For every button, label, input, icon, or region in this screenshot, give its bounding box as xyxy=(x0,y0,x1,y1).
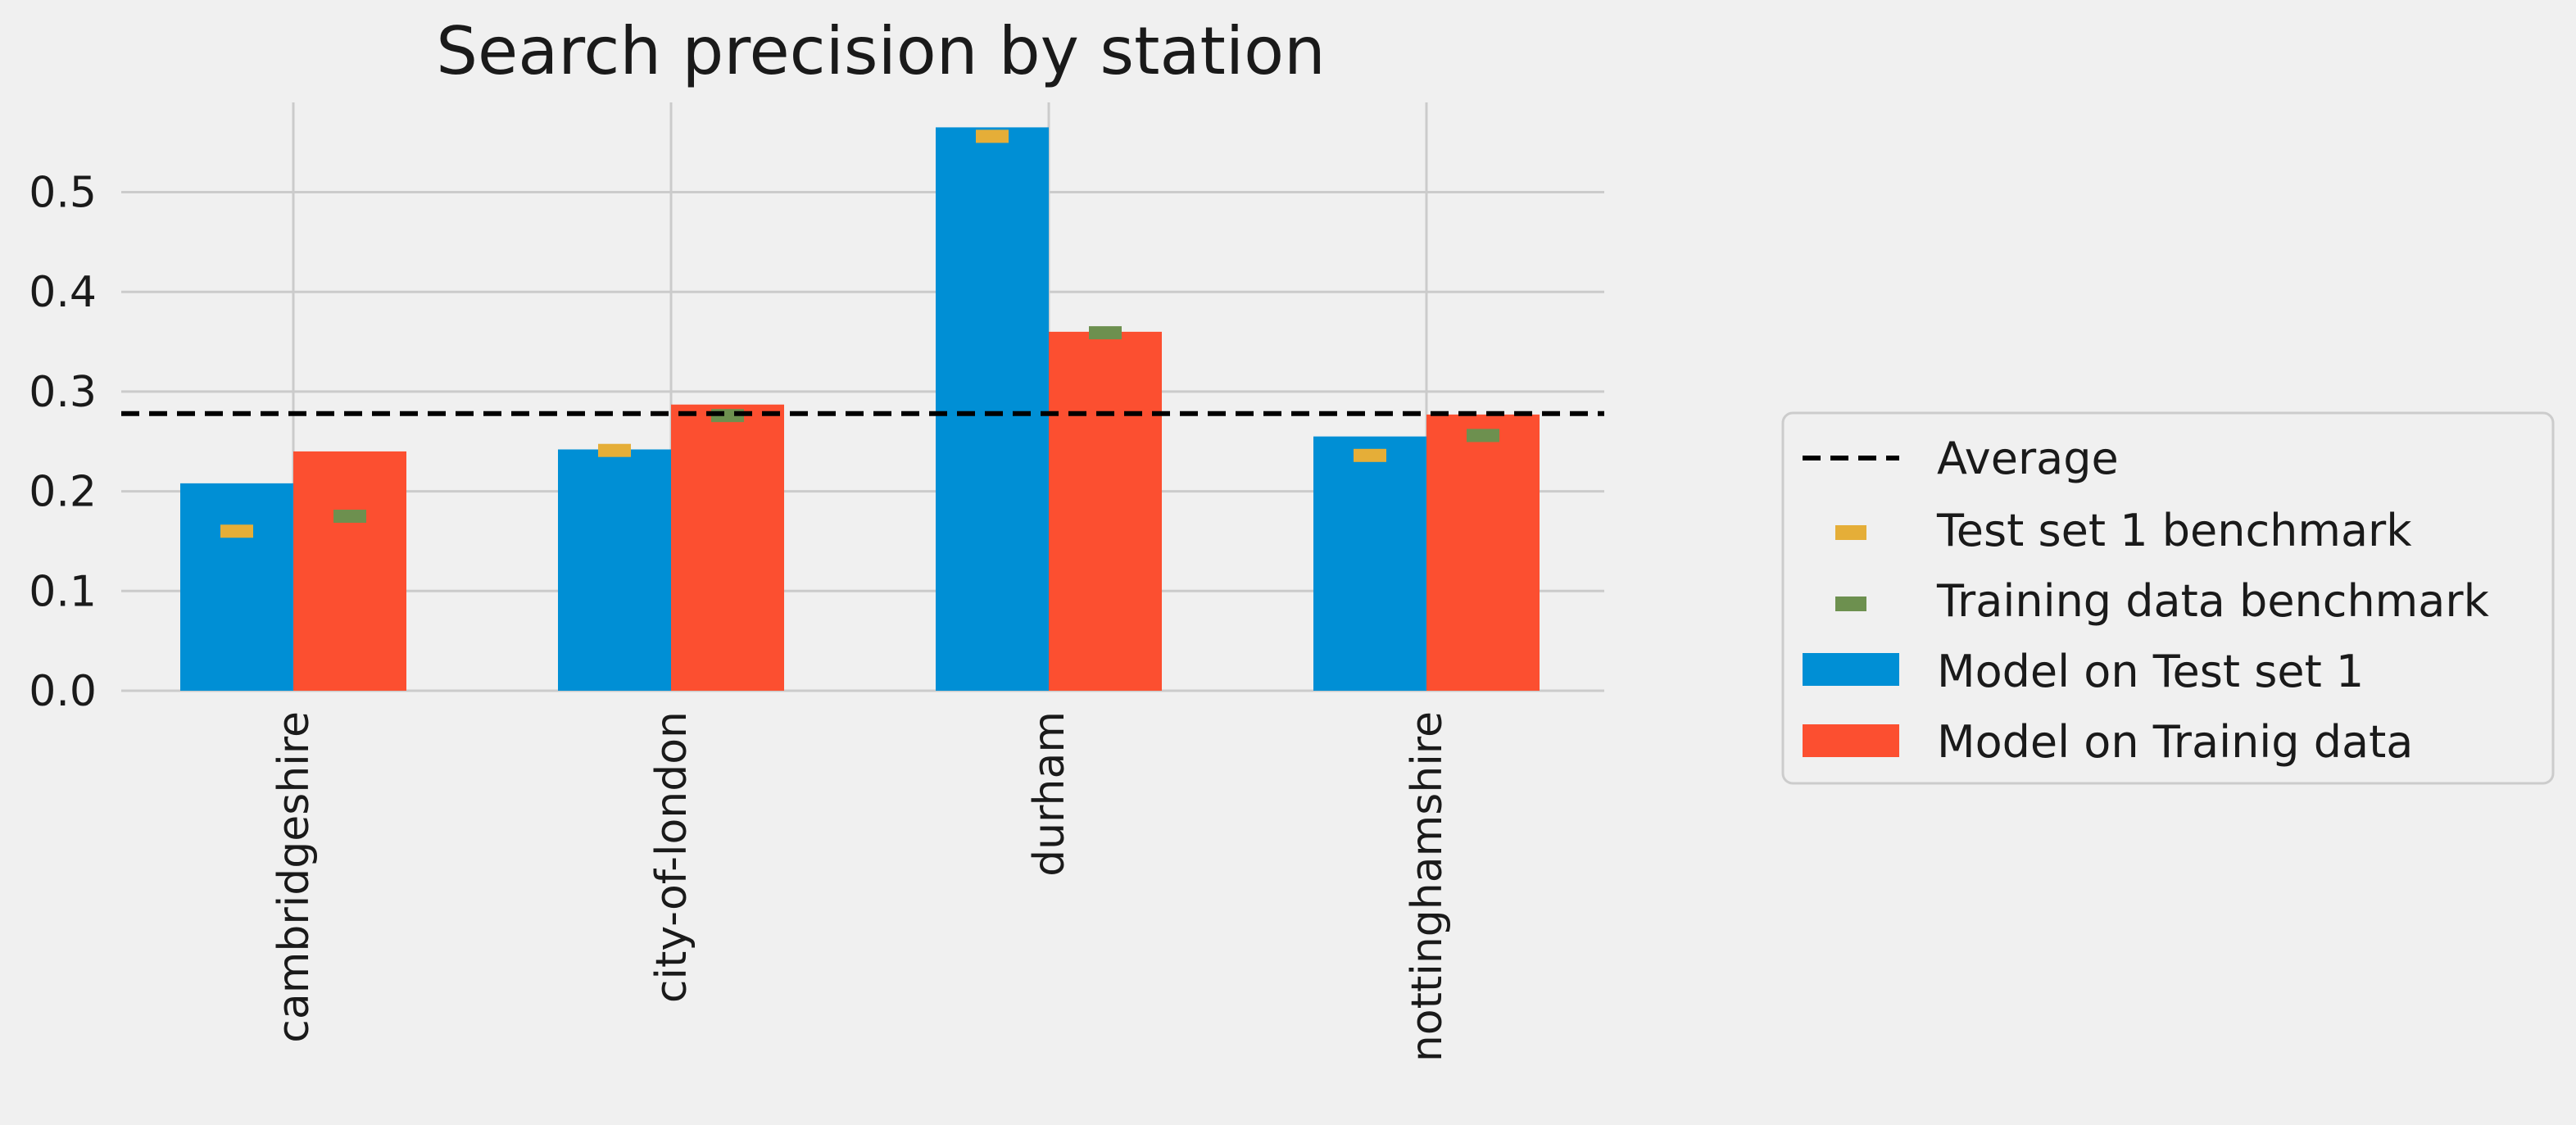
marker-test-set-1-benchmark-nottinghamshire xyxy=(1354,448,1386,462)
bar-model-on-test-set-1-city-of-london xyxy=(558,449,671,691)
x-tick-label-nottinghamshire: nottinghamshire xyxy=(1403,711,1452,1062)
bar-model-on-trainig-data-city-of-london xyxy=(671,404,784,691)
bar-model-on-test-set-1-durham xyxy=(936,127,1049,692)
marker-training-data-benchmark-nottinghamshire xyxy=(1467,429,1499,442)
legend-test-swatch xyxy=(1803,653,1899,686)
x-axis-ticks: cambridgeshire city-of-london durham nottin… xyxy=(270,711,1452,1062)
legend-train-benchmark-swatch xyxy=(1835,597,1866,611)
chart-title: Search precision by station xyxy=(436,13,1325,89)
marker-training-data-benchmark-durham xyxy=(1089,326,1122,340)
legend-box xyxy=(1781,411,2555,785)
marker-test-set-1-benchmark-cambridgeshire xyxy=(220,524,253,538)
bar-model-on-trainig-data-nottinghamshire xyxy=(1426,414,1540,691)
y-tick-label: 0.2 xyxy=(29,468,97,517)
marker-training-data-benchmark-cambridgeshire xyxy=(333,510,366,524)
legend-average-label: Average xyxy=(1937,433,2119,484)
legend-train-swatch xyxy=(1803,724,1899,757)
y-tick-label: 0.5 xyxy=(29,169,97,218)
y-axis-ticks: 0.0 0.1 0.2 0.3 0.4 0.5 xyxy=(29,169,97,716)
bar-model-on-trainig-data-cambridgeshire xyxy=(293,451,406,691)
y-tick-label: 0.1 xyxy=(29,567,97,616)
x-tick-label-cambridgeshire: cambridgeshire xyxy=(270,711,319,1043)
legend-train-label: Model on Trainig data xyxy=(1937,716,2413,768)
legend-train-benchmark-label: Training data benchmark xyxy=(1936,575,2490,627)
legend-test-benchmark-label: Test set 1 benchmark xyxy=(1936,505,2412,556)
x-tick-label-city-of-london: city-of-london xyxy=(647,711,696,1003)
marker-test-set-1-benchmark-city-of-london xyxy=(598,443,631,457)
legend-test-benchmark-swatch xyxy=(1835,525,1866,540)
bars xyxy=(180,127,1540,692)
legend: Average Test set 1 benchmark Training da… xyxy=(1781,411,2555,785)
y-tick-label: 0.4 xyxy=(29,268,97,317)
y-tick-label: 0.3 xyxy=(29,368,97,417)
bar-model-on-test-set-1-nottinghamshire xyxy=(1313,436,1426,691)
bar-model-on-test-set-1-cambridgeshire xyxy=(180,483,293,691)
marker-test-set-1-benchmark-durham xyxy=(976,129,1009,143)
x-tick-label-durham: durham xyxy=(1025,711,1074,877)
legend-test-label: Model on Test set 1 xyxy=(1937,646,2364,697)
bar-model-on-trainig-data-durham xyxy=(1049,331,1162,691)
benchmark-markers xyxy=(220,129,1499,538)
y-tick-label: 0.0 xyxy=(29,667,97,716)
